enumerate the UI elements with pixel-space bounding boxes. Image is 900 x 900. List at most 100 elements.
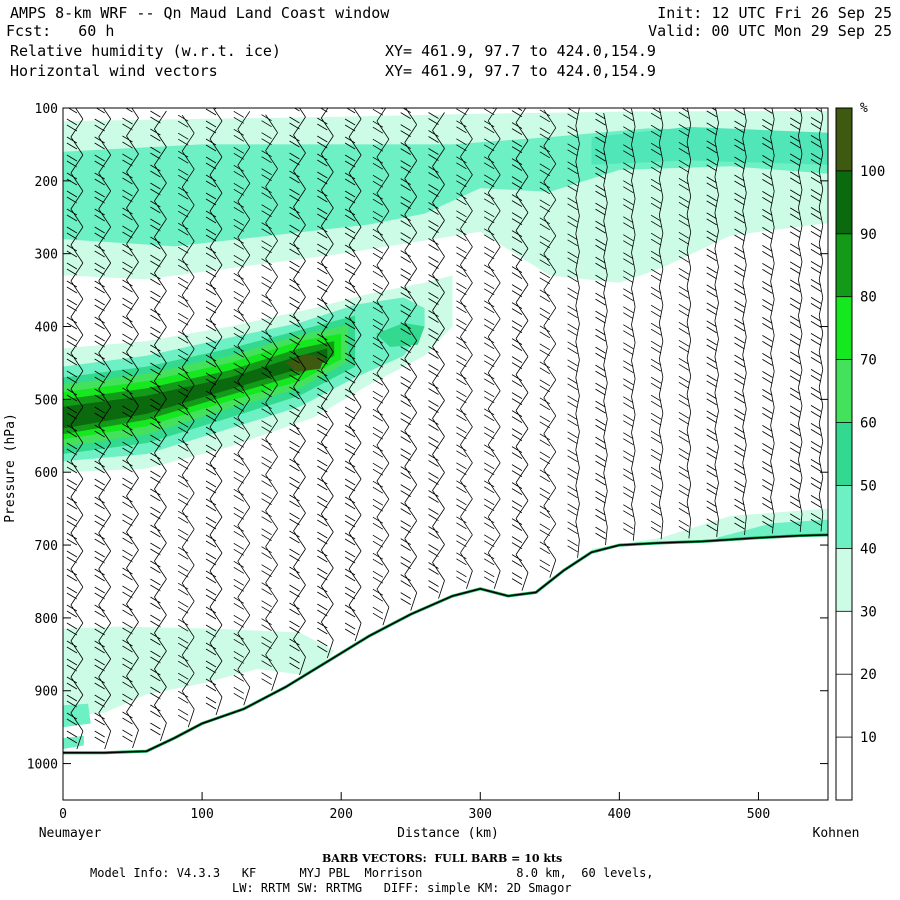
barb-column <box>456 108 473 589</box>
barb-column <box>595 112 608 546</box>
model-info-2: LW: RRTM SW: RRTMG DIFF: simple KM: 2D S… <box>232 881 572 895</box>
wind-barbs <box>66 108 824 750</box>
terrain-line <box>63 534 828 754</box>
colorbar-swatch <box>836 422 852 486</box>
field2-xy: XY= 461.9, 97.7 to 424.0,154.9 <box>385 62 656 80</box>
barb-column <box>734 108 747 536</box>
barb-staff <box>344 108 362 642</box>
barb-staff <box>94 108 112 750</box>
colorbar-swatch <box>836 233 852 297</box>
barb-column <box>678 108 692 539</box>
x-tick-label: 100 <box>190 807 213 822</box>
terrain <box>63 533 828 800</box>
colorbar-swatch <box>836 611 852 675</box>
y-tick-label: 400 <box>35 321 58 336</box>
rh-low-40 <box>63 703 91 728</box>
barb-column <box>317 108 334 659</box>
chart-title: AMPS 8-km WRF -- Qn Maud Land Coast wind… <box>10 4 390 22</box>
x-start-label: Neumayer <box>39 826 102 841</box>
y-tick-label: 100 <box>35 102 58 117</box>
barb-staff <box>317 108 334 659</box>
barb-staff <box>122 108 139 749</box>
colorbar-swatch <box>836 737 852 800</box>
barb-column <box>122 108 139 749</box>
colorbar-unit: % <box>860 101 868 116</box>
barb-column <box>261 114 278 691</box>
x-tick-label: 400 <box>608 807 631 822</box>
barb-staff <box>289 108 306 676</box>
colorbar-label: 10 <box>860 730 877 746</box>
colorbar-swatch <box>836 296 852 360</box>
rh-low-40b <box>63 735 84 749</box>
barb-note: BARB VECTORS: FULL BARB = 10 kts <box>322 852 563 865</box>
barb-staff <box>706 108 719 537</box>
barb-column <box>789 108 803 532</box>
terrain-fill <box>63 534 828 800</box>
colorbar: 10 20 30 40 50 60 70 80 90 100% <box>835 101 885 801</box>
rh-mid-max <box>285 354 325 372</box>
init-time: Init: 12 UTC Fri 26 Sep 25 <box>657 4 892 22</box>
model-info: Model Info: V4.3.3 KF MYJ PBL Morrison 8… <box>90 866 654 880</box>
barb-column <box>428 112 445 599</box>
barb-column <box>567 108 580 558</box>
barb-staff <box>567 108 580 558</box>
barb-column <box>233 110 251 706</box>
barb-column <box>706 108 719 537</box>
rh-shading <box>63 110 828 749</box>
barb-column <box>344 108 362 642</box>
x-axis-label: Distance (km) <box>397 826 499 841</box>
valid-time: Valid: 00 UTC Mon 29 Sep 25 <box>648 22 892 40</box>
x-tick-label: 300 <box>469 807 492 822</box>
colorbar-swatch <box>836 485 852 549</box>
barb-staff <box>400 108 418 611</box>
y-tick-label: 500 <box>35 393 58 408</box>
barb-staff <box>762 108 775 534</box>
barb-staff <box>678 108 692 539</box>
y-tick-label: 600 <box>35 466 58 481</box>
barb-staff <box>810 108 824 532</box>
barb-column <box>762 108 775 534</box>
colorbar-label: 50 <box>860 479 877 495</box>
barb-column <box>400 108 418 611</box>
barb-column <box>810 108 824 532</box>
barb-column <box>623 108 636 541</box>
colorbar-label: 30 <box>860 604 877 620</box>
barb-column <box>289 108 306 676</box>
barb-staff <box>595 112 608 546</box>
barb-staff <box>177 114 195 728</box>
colorbar-swatch <box>836 108 852 171</box>
barb-column <box>539 109 557 578</box>
colorbar-swatch <box>836 170 852 234</box>
colorbar-label: 70 <box>860 353 877 369</box>
colorbar-swatch <box>836 548 852 612</box>
rh-low-30 <box>63 626 335 717</box>
barb-staff <box>372 108 390 626</box>
barb-column <box>150 110 167 742</box>
barb-column <box>483 108 501 589</box>
barb-staff <box>233 110 251 706</box>
barb-column <box>372 108 390 626</box>
barb-staff <box>66 108 84 750</box>
barb-staff <box>261 114 278 691</box>
colorbar-label: 40 <box>860 541 877 557</box>
colorbar-label: 90 <box>860 227 877 243</box>
y-tick-label: 900 <box>35 685 58 700</box>
y-tick-label: 200 <box>35 175 58 190</box>
rh-upper-45 <box>591 126 828 165</box>
barb-column <box>511 108 529 591</box>
barb-staff <box>789 108 803 532</box>
barb-staff <box>539 109 557 578</box>
barb-column <box>177 114 195 728</box>
colorbar-label: 60 <box>860 416 877 432</box>
barb-staff <box>623 108 636 541</box>
y-tick-label: 1000 <box>27 758 58 773</box>
colorbar-label: 20 <box>860 667 877 683</box>
barb-column <box>650 108 664 540</box>
field1-xy: XY= 461.9, 97.7 to 424.0,154.9 <box>385 42 656 60</box>
barb-staff <box>150 110 167 742</box>
barb-staff <box>511 108 529 591</box>
field2-label: Horizontal wind vectors <box>10 62 218 80</box>
rh-mid-90 <box>63 348 328 429</box>
x-end-label: Kohnen <box>813 826 860 841</box>
